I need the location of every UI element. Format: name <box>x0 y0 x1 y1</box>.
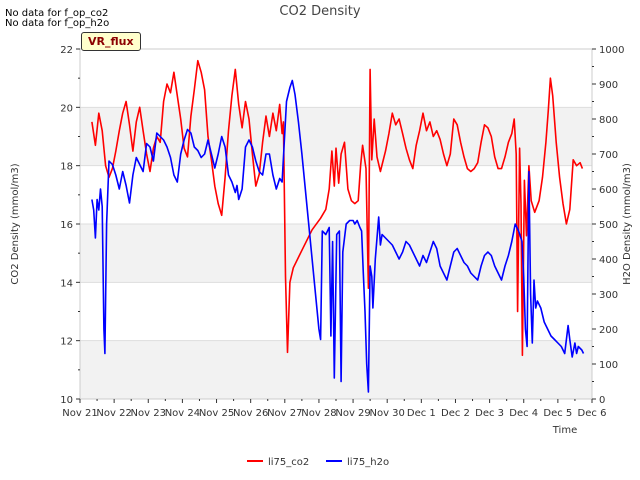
vr-flux-badge: VR_flux <box>81 32 141 51</box>
y2-tick-label: 0 <box>599 395 605 406</box>
y-axis-label: CO2 Density (mmol/m3) <box>10 163 21 284</box>
x-tick-label: Nov 27 <box>267 408 302 419</box>
y2-tick-label: 500 <box>599 220 618 231</box>
x-tick-label: Dec 4 <box>509 408 538 419</box>
x-tick-label: Dec 3 <box>475 408 504 419</box>
x-tick-label: Nov 26 <box>233 408 268 419</box>
x-tick-label: Nov 21 <box>62 408 97 419</box>
y2-tick-label: 100 <box>599 360 618 371</box>
y-tick-label: 22 <box>60 45 73 56</box>
y2-tick-label: 800 <box>599 115 618 126</box>
x-tick-label: Dec 1 <box>407 408 436 419</box>
legend-label-co2: li75_co2 <box>268 457 309 468</box>
x-tick-label: Nov 30 <box>369 408 404 419</box>
legend-label-h2o: li75_h2o <box>347 457 389 468</box>
y-tick-label: 18 <box>60 162 73 173</box>
y-tick-label: 16 <box>60 220 73 231</box>
y-tick-label: 20 <box>60 103 73 114</box>
series-line-co2 <box>91 59 584 357</box>
y-tick-label: 10 <box>60 395 73 406</box>
no-data-note-h2o: No data for f_op_h2o <box>5 18 110 29</box>
y2-tick-label: 1000 <box>599 45 624 56</box>
x-tick-label: Dec 6 <box>578 408 607 419</box>
y-tick-label: 12 <box>60 337 73 348</box>
x-tick-label: Dec 2 <box>441 408 470 419</box>
y2-tick-label: 600 <box>599 185 618 196</box>
y2-tick-label: 700 <box>599 150 618 161</box>
x-tick-label: Nov 24 <box>165 408 200 419</box>
y2-tick-label: 300 <box>599 290 618 301</box>
x-tick-label: Nov 25 <box>199 408 234 419</box>
y2-tick-label: 900 <box>599 80 618 91</box>
x-tick-label: Nov 22 <box>96 408 131 419</box>
no-data-note-co2: No data for f_op_co2 <box>5 8 109 19</box>
y2-axis-label: H2O Density (mmol/m3) <box>622 163 633 285</box>
background-band <box>80 340 592 399</box>
y2-tick-label: 400 <box>599 255 618 266</box>
legend: li75_co2 li75_h2o <box>247 457 389 468</box>
chart-title: CO2 Density <box>279 4 360 19</box>
x-tick-label: Nov 29 <box>335 408 370 419</box>
series-line-h2o <box>91 79 585 393</box>
y2-tick-label: 200 <box>599 325 618 336</box>
x-axis-label: Time <box>552 425 577 436</box>
x-tick-label: Dec 5 <box>543 408 572 419</box>
x-tick-label: Nov 28 <box>301 408 336 419</box>
y-tick-label: 14 <box>60 278 73 289</box>
x-tick-label: Nov 23 <box>131 408 166 419</box>
